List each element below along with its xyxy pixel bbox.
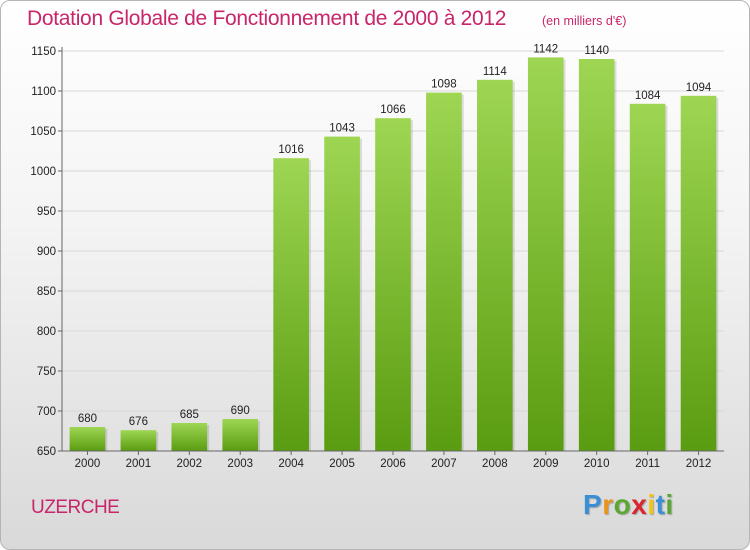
logo-letter: P [583,489,603,520]
x-tick-label: 2009 [533,458,559,470]
chart-title: Dotation Globale de Fonctionnement de 20… [27,7,507,30]
bar-2007[interactable] [426,92,462,451]
bar-2005[interactable] [324,136,360,451]
x-tick-label: 2003 [227,458,253,470]
logo-letter: i [647,489,656,520]
bar-2011[interactable] [629,103,666,452]
x-tick-label: 2010 [584,458,610,470]
bar-2010[interactable] [578,59,615,451]
y-tick-label: 1050 [30,126,56,138]
y-tick-label: 950 [37,206,56,218]
x-tick-label: 2000 [75,458,101,470]
bar-value-label: 1094 [686,82,712,94]
bar-value-label: 690 [231,405,250,417]
x-tick-label: 2011 [635,458,660,470]
bar-2008[interactable] [477,79,513,452]
logo-letter: r [602,489,614,520]
bar-2012[interactable] [680,95,717,452]
x-tick-label: 2006 [380,458,406,470]
y-tick-label: 650 [37,446,56,458]
y-tick-label: 1100 [31,86,56,98]
x-tick-label: 2005 [329,458,355,470]
bar-2006[interactable] [375,118,411,451]
bar-2004[interactable] [273,158,309,451]
bar-2001[interactable] [120,430,157,451]
y-tick-label: 700 [37,406,56,418]
bar-2000[interactable] [69,427,106,451]
logo-letter: i [665,489,674,520]
logo-letter: x [631,489,648,520]
logo-letter: o [613,489,632,520]
bar-value-label: 1098 [431,79,457,91]
bar-value-label: 680 [78,413,97,425]
bar-2003[interactable] [222,419,259,451]
logo-letter: t [655,489,666,520]
y-tick-label: 850 [37,286,56,298]
bar-value-label: 1043 [329,123,355,135]
bar-value-label: 1066 [380,104,406,116]
bar-value-label: 685 [180,409,199,421]
y-tick-label: 1000 [30,166,56,178]
y-tick-label: 1150 [31,46,56,58]
chart-unit-label: (en milliers d'€) [542,14,627,28]
y-tick-label: 750 [37,366,56,378]
bar-value-label: 676 [129,416,148,428]
bar-2002[interactable] [171,423,208,451]
bar-value-label: 1084 [635,90,661,102]
x-tick-label: 2007 [431,458,457,470]
x-tick-label: 2008 [482,458,508,470]
x-tick-label: 2002 [177,458,203,470]
x-tick-label: 2012 [686,458,712,470]
bar-value-label: 1016 [278,144,304,156]
x-tick-label: 2001 [126,458,152,470]
commune-name: UZERCHE [31,497,120,518]
bar-2009[interactable] [527,57,564,452]
proxiti-logo[interactable]: Proxiti [583,489,674,521]
y-tick-label: 800 [37,326,56,338]
bar-value-label: 1114 [483,66,507,78]
bar-value-label: 1142 [533,43,558,55]
bar-value-label: 1140 [584,45,609,57]
bars: 680 676 685 690 1016 1043 1066 1098 1114 1142 1140… [69,43,719,452]
x-tick-label: 2004 [278,458,304,470]
y-tick-label: 900 [37,246,56,258]
axes: 650 700 750 800 850 900 950 1000 1050 1100 1150 200… [30,46,724,470]
